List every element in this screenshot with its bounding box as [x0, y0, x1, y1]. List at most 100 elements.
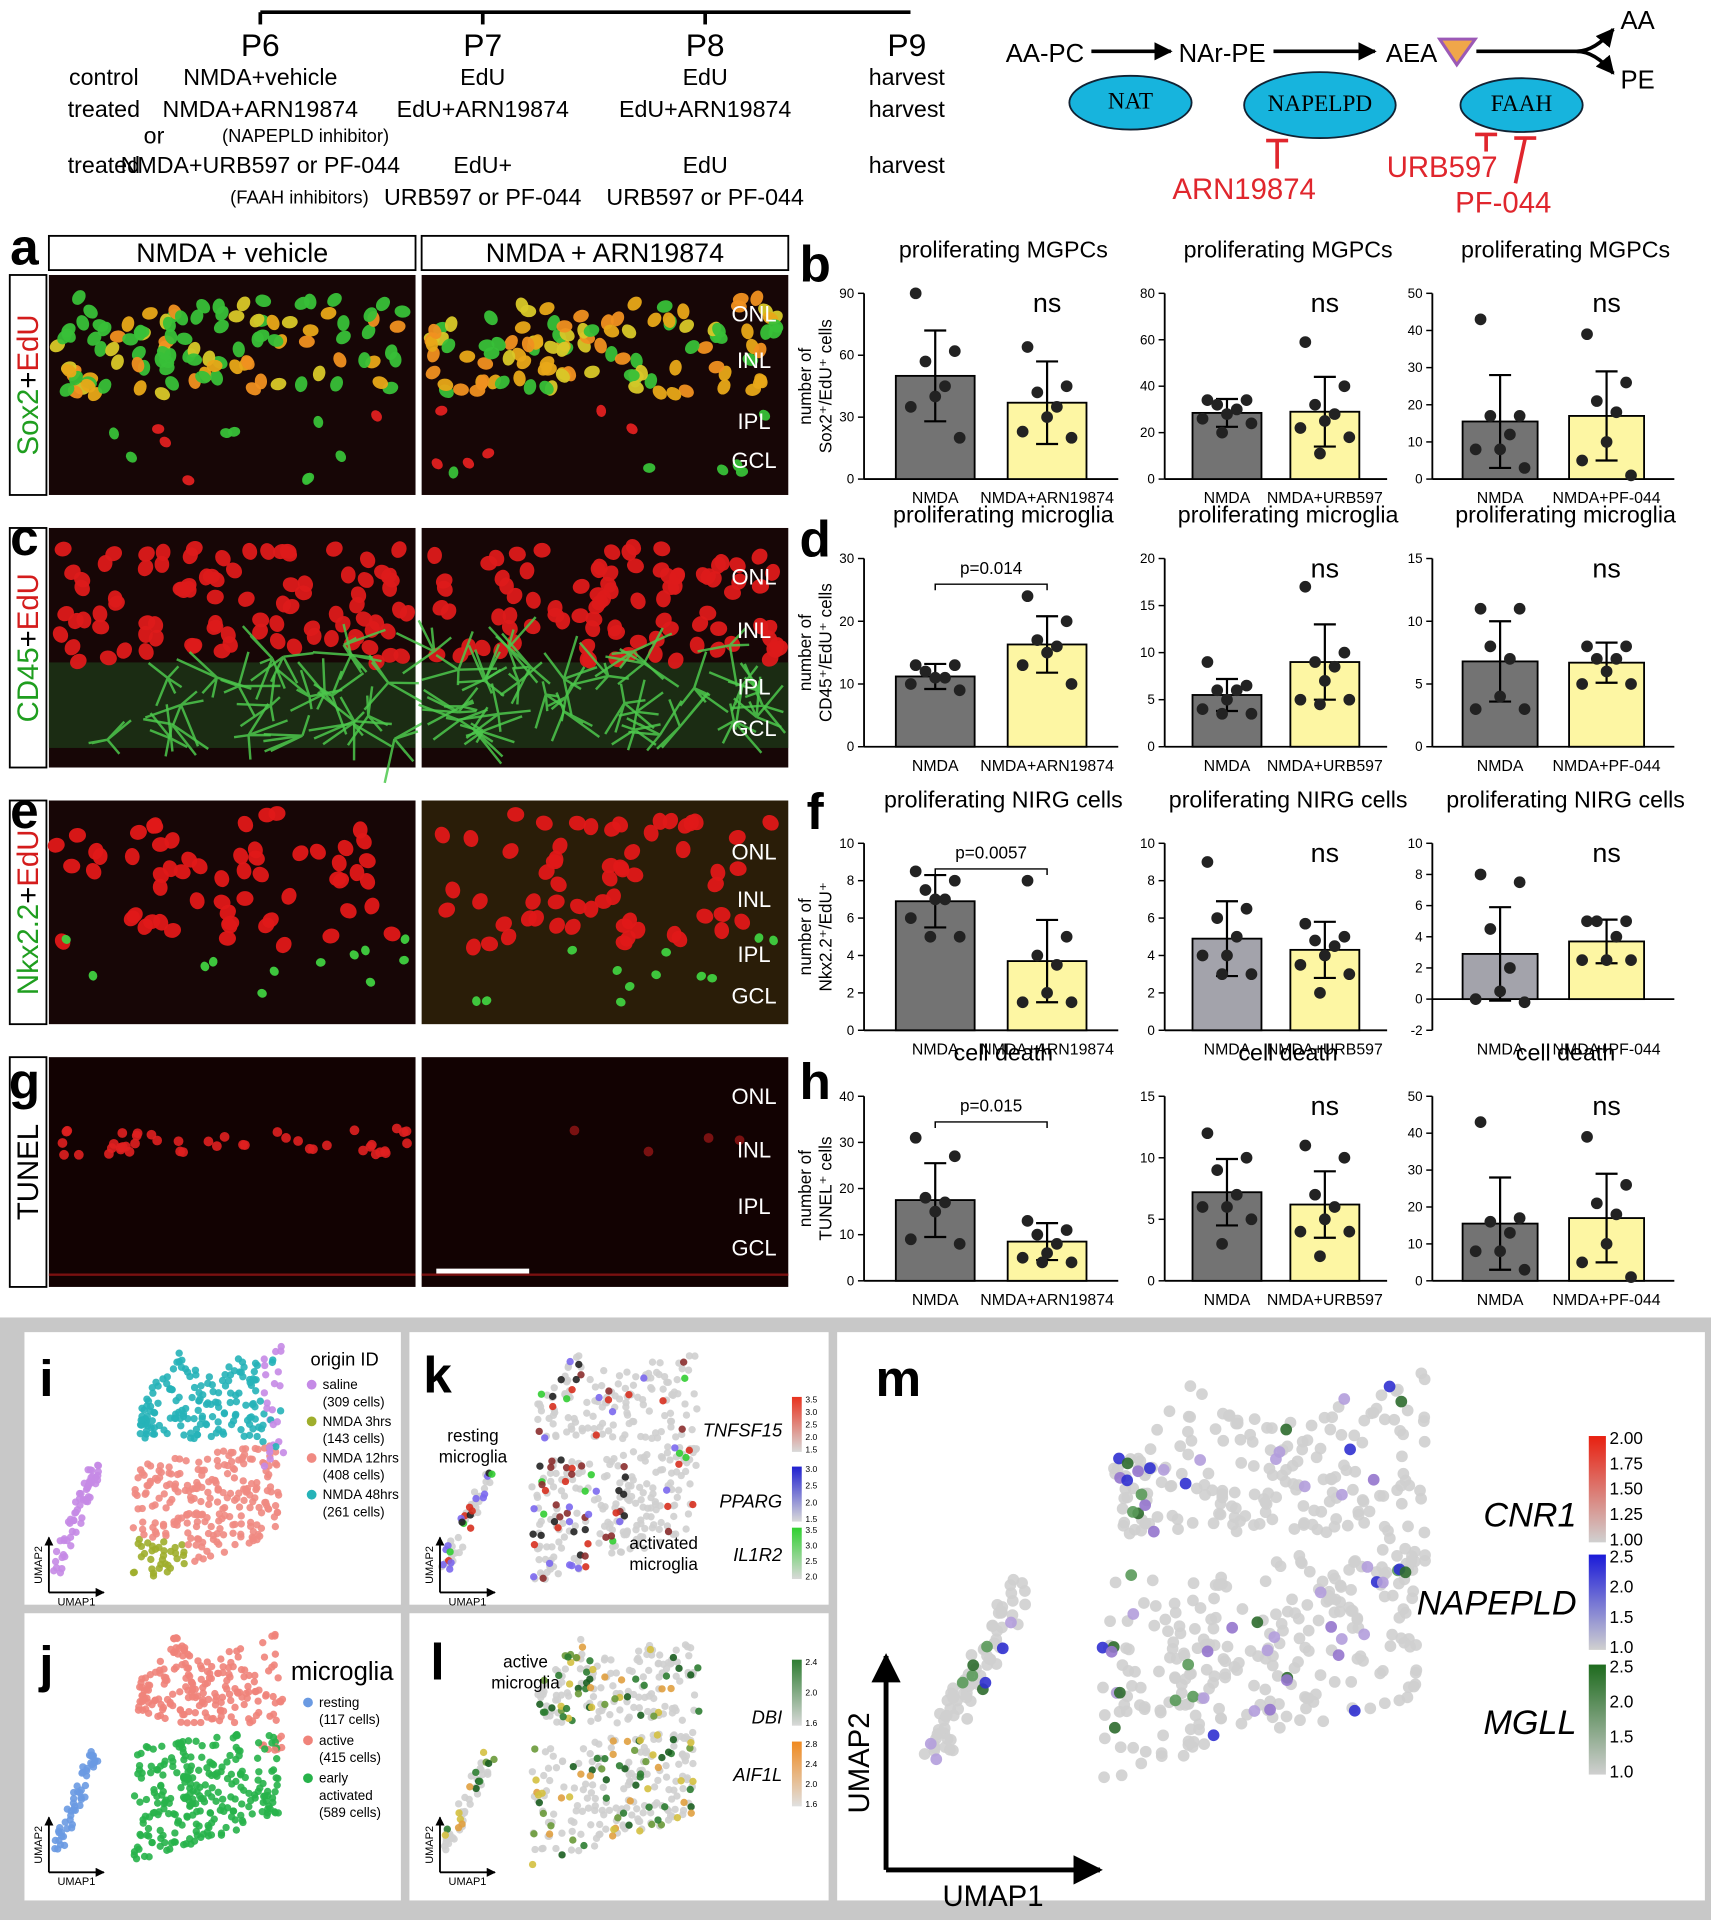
- cell-nucleus: [282, 577, 300, 593]
- retinal-layer-label: INL: [737, 348, 771, 373]
- umap-point: [575, 1469, 583, 1477]
- data-point: [1060, 615, 1073, 628]
- umap-point: [1253, 1518, 1266, 1530]
- cell-nucleus: [513, 370, 526, 387]
- treatment-label: EdU: [683, 152, 728, 178]
- data-point: [1294, 693, 1307, 706]
- umap-point: [169, 1690, 177, 1698]
- umap-point: [1270, 1608, 1282, 1621]
- microglia-process: [149, 704, 188, 752]
- umap-point: [142, 1795, 151, 1804]
- cell-nucleus: [728, 830, 746, 845]
- umap-point: [231, 1391, 240, 1399]
- legend-title: origin ID: [311, 1349, 379, 1370]
- y-axis-label: TUNEL⁺ cells: [817, 1136, 836, 1240]
- umap-point: [625, 1713, 633, 1721]
- umap-point: [572, 1653, 581, 1662]
- umap-point: [271, 1650, 280, 1658]
- x-tick-label: NMDA+ARN19874: [980, 1292, 1114, 1309]
- umap-point: [136, 1798, 144, 1806]
- legend-entry: activated: [319, 1788, 373, 1803]
- cell-nucleus: [252, 612, 270, 628]
- umap-point: [446, 1548, 454, 1556]
- cell-nucleus: [521, 336, 535, 353]
- umap-point: [945, 1687, 957, 1700]
- cell-nucleus: [662, 812, 679, 830]
- umap-point: [1251, 1616, 1264, 1629]
- data-point: [1299, 1139, 1312, 1152]
- legend-marker: [306, 1453, 317, 1463]
- cell-nucleus: [336, 330, 351, 345]
- umap-point: [75, 1495, 84, 1503]
- umap-point: [550, 1518, 559, 1526]
- cell-nucleus: [692, 616, 709, 632]
- cell-nucleus: [685, 340, 700, 354]
- condition-header: NMDA + ARN19874: [486, 238, 724, 268]
- cell-nucleus: [516, 355, 532, 370]
- microglia-process: [395, 619, 452, 675]
- cell-nucleus: [229, 359, 243, 375]
- cell-nucleus: [707, 973, 718, 983]
- cell-nucleus: [432, 599, 449, 616]
- umap-point: [77, 1786, 85, 1794]
- y-tick-label: 10: [1408, 1236, 1423, 1251]
- tunel-positive-cell: [281, 1133, 291, 1143]
- chart-title: proliferating microglia: [893, 502, 1114, 528]
- umap-point: [631, 1499, 640, 1507]
- umap-point: [986, 1619, 999, 1632]
- umap-point: [640, 1374, 648, 1382]
- data-point: [1050, 958, 1063, 971]
- cell-nucleus: [662, 312, 676, 328]
- umap-point: [91, 1756, 99, 1765]
- umap-point: [180, 1559, 188, 1568]
- umap-point: [645, 1666, 653, 1675]
- data-point: [1338, 380, 1351, 393]
- umap-point: [1234, 1515, 1246, 1527]
- error-bar: [1489, 906, 1512, 1002]
- umap-point: [587, 1789, 596, 1797]
- umap-point: [250, 1678, 258, 1686]
- umap-point: [159, 1375, 167, 1383]
- umap-point: [637, 1516, 645, 1524]
- cell-nucleus: [550, 876, 567, 893]
- cell-nucleus: [584, 365, 600, 379]
- umap-point: [552, 1844, 560, 1853]
- umap-point: [546, 1469, 555, 1477]
- cell-nucleus: [68, 827, 86, 843]
- umap-point: [531, 1845, 539, 1854]
- cell-nucleus: [643, 463, 656, 473]
- cell-nucleus: [614, 352, 631, 365]
- cell-nucleus: [754, 373, 768, 389]
- umap-point: [630, 1703, 638, 1712]
- colorbar-tick-label: 1.5: [1610, 1608, 1634, 1627]
- cell-nucleus: [267, 334, 284, 347]
- cell-nucleus: [603, 324, 620, 338]
- umap-point: [206, 1809, 215, 1817]
- cell-nucleus: [627, 296, 642, 311]
- cell-nucleus: [340, 903, 357, 919]
- cell-nucleus: [400, 934, 410, 944]
- umap-point: [1261, 1644, 1274, 1657]
- error-bar: [1215, 1157, 1238, 1227]
- data-point: [1216, 968, 1228, 981]
- umap-point: [1207, 1729, 1220, 1742]
- data-point: [1576, 678, 1589, 690]
- cell-nucleus: [242, 542, 258, 560]
- umap-point: [647, 1374, 655, 1382]
- cell-nucleus: [383, 926, 401, 942]
- data-point: [1620, 640, 1633, 653]
- umap-point: [558, 1829, 566, 1837]
- umap-point: [479, 1494, 488, 1502]
- umap-point: [216, 1525, 224, 1533]
- umap-point: [661, 1702, 669, 1711]
- umap-point: [633, 1805, 641, 1813]
- y-tick-label: 60: [839, 348, 854, 363]
- colorbar-tick-label: 2.0: [805, 1432, 817, 1442]
- cell-nucleus: [83, 304, 98, 319]
- significance-bracket: [934, 583, 1048, 591]
- umap-point: [636, 1827, 644, 1835]
- cell-nucleus: [187, 341, 201, 358]
- umap-point: [1378, 1413, 1391, 1426]
- colorbar-tick-label: 2.00: [1610, 1429, 1643, 1448]
- umap-point: [1364, 1702, 1377, 1715]
